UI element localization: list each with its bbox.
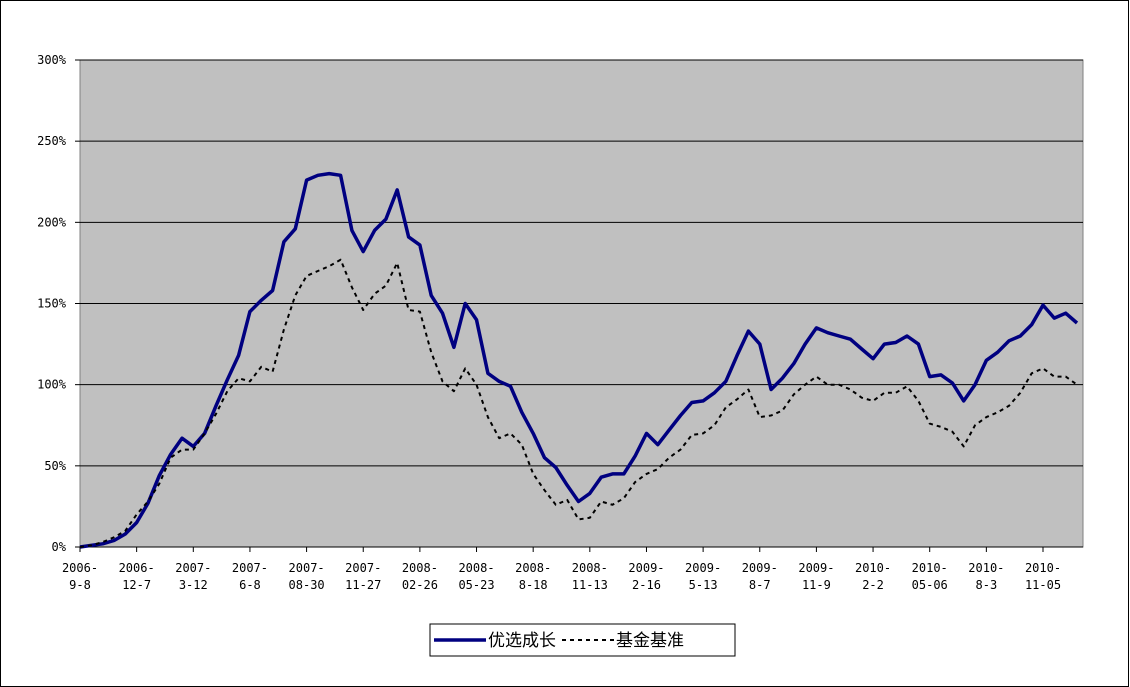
x-tick-label: 2009-2-16 <box>628 561 664 592</box>
legend-label: 基金基准 <box>616 631 684 651</box>
x-tick-label: 2010-2-2 <box>855 561 891 592</box>
x-tick-label: 2009-11-9 <box>798 561 834 592</box>
x-tick-label: 2007-08-30 <box>289 561 325 592</box>
x-tick-label: 2007-6-8 <box>232 561 268 592</box>
y-tick-label: 300% <box>37 53 67 67</box>
x-tick-label: 2007-11-27 <box>345 561 381 592</box>
legend-label: 优选成长 <box>488 631 556 651</box>
y-tick-label: 50% <box>44 459 66 473</box>
x-tick-label: 2009-8-7 <box>742 561 778 592</box>
x-tick-label: 2008-02-26 <box>402 561 438 592</box>
x-tick-label: 2010-05-06 <box>912 561 948 592</box>
x-tick-label: 2006-12-7 <box>119 561 155 592</box>
x-tick-label: 2006-9-8 <box>62 561 98 592</box>
x-tick-label: 2008-8-18 <box>515 561 551 592</box>
y-tick-label: 0% <box>52 540 67 554</box>
x-tick-label: 2008-11-13 <box>572 561 608 592</box>
series-line <box>79 171 1079 549</box>
y-tick-label: 100% <box>37 378 67 392</box>
x-tick-label: 2010-8-3 <box>968 561 1004 592</box>
x-tick-label: 2008-05-23 <box>458 561 494 592</box>
x-tick-label: 2007-3-12 <box>175 561 211 592</box>
x-tick-label: 2009-5-13 <box>685 561 721 592</box>
x-tick-label: 2010-11-05 <box>1025 561 1061 592</box>
y-tick-label: 250% <box>37 134 67 148</box>
y-tick-label: 150% <box>37 297 67 311</box>
series-line <box>79 258 1078 548</box>
y-tick-label: 200% <box>37 215 67 229</box>
